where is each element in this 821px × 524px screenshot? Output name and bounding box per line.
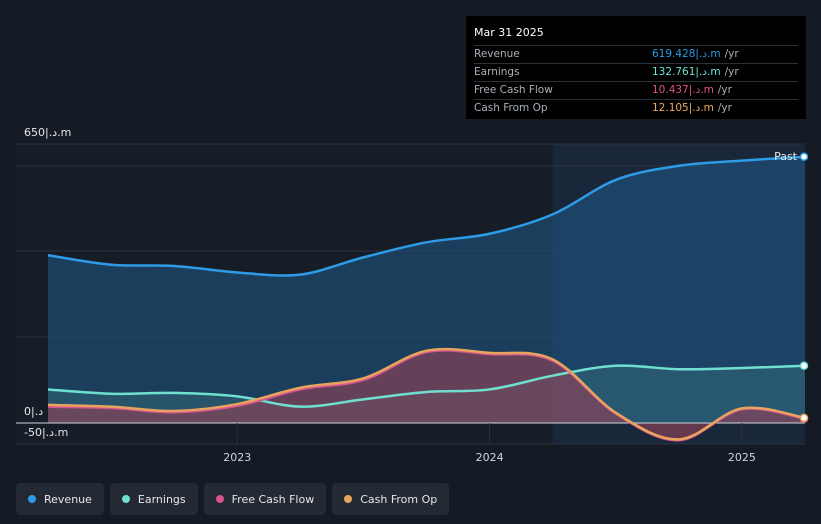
- x-axis-ticks: 2023 2024 2025: [223, 423, 756, 464]
- tooltip-row-earnings: Earnings 132.761|.د.m /yr: [474, 64, 798, 82]
- series-end-dots: [799, 152, 809, 423]
- cash-from-op-dot-icon: [344, 495, 353, 503]
- legend-label: Revenue: [44, 492, 92, 506]
- tooltip-label: Free Cash Flow: [474, 84, 553, 96]
- free-cash-flow-area: [48, 350, 805, 441]
- y-axis-bottom-label: -50|.د.m: [24, 426, 69, 439]
- tooltip: Mar 31 2025 Revenue 619.428|.د.m /yr Ear…: [466, 16, 806, 119]
- cash-from-op-line: [47, 347, 806, 441]
- y-axis-top-label: 650|.د.m: [24, 126, 72, 139]
- tooltip-value: 132.761|.د.m: [652, 66, 721, 78]
- tooltip-label: Earnings: [474, 66, 520, 78]
- tooltip-label: Revenue: [474, 48, 520, 60]
- legend-label: Free Cash Flow: [231, 492, 315, 506]
- x-tick-label: 2023: [223, 451, 251, 464]
- legend-item-free-cash-flow[interactable]: Free Cash Flow: [203, 483, 327, 515]
- tooltip-unit: /yr: [724, 48, 739, 60]
- legend-item-cash-from-op[interactable]: Cash From Op: [332, 483, 450, 515]
- tooltip-value: 619.428|.د.m: [652, 48, 721, 60]
- revenue-end-dot: [799, 152, 809, 161]
- earnings-line: [47, 364, 806, 408]
- revenue-line: [47, 155, 806, 277]
- series-areas: [48, 156, 805, 441]
- series-lines: [47, 155, 806, 442]
- tooltip-label: Cash From Op: [474, 102, 548, 114]
- legend: Revenue Earnings Free Cash Flow Cash Fro…: [16, 483, 450, 515]
- tooltip-unit: /yr: [717, 84, 732, 96]
- tooltip-unit: /yr: [717, 102, 732, 114]
- cash-from-op-area: [48, 349, 805, 440]
- cash-from-op-end-dot: [799, 413, 809, 423]
- revenue-dot-icon: [28, 495, 36, 503]
- tooltip-row-cash-from-op: Cash From Op 12.105|.د.m /yr: [474, 100, 798, 117]
- legend-item-revenue[interactable]: Revenue: [16, 483, 104, 515]
- tooltip-row-revenue: Revenue 619.428|.د.m /yr: [474, 46, 798, 64]
- earnings-area: [48, 365, 805, 423]
- free-cash-flow-dot-icon: [215, 495, 224, 503]
- earnings-dot-icon: [121, 495, 130, 503]
- tooltip-row-free-cash-flow: Free Cash Flow 10.437|.د.m /yr: [474, 82, 798, 100]
- tooltip-date: Mar 31 2025: [474, 24, 798, 46]
- tooltip-value: 12.105|.د.m: [652, 102, 714, 114]
- legend-label: Cash From Op: [360, 492, 438, 506]
- earnings-end-dot: [799, 361, 809, 371]
- past-label: Past: [774, 150, 798, 163]
- y-axis-zero-label: 0|.د: [24, 405, 44, 418]
- legend-item-earnings[interactable]: Earnings: [109, 483, 198, 515]
- legend-label: Earnings: [137, 492, 186, 506]
- x-tick-label: 2025: [728, 451, 756, 464]
- revenue-area: [48, 156, 805, 423]
- x-tick-label: 2024: [476, 451, 504, 464]
- tooltip-value: 10.437|.د.m: [652, 84, 714, 96]
- tooltip-unit: /yr: [724, 66, 739, 78]
